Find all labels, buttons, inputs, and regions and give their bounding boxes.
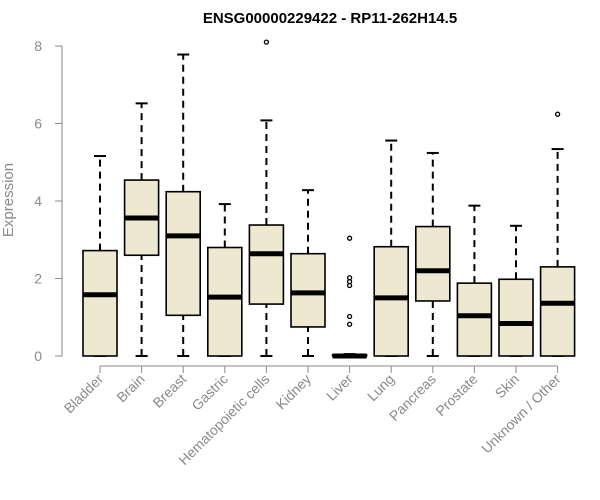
chart-title: ENSG00000229422 - RP11-262H14.5 bbox=[203, 10, 457, 27]
x-tick-label: Unknown / Other bbox=[478, 371, 564, 457]
x-tick-label: Prostate bbox=[432, 371, 480, 419]
box-bladder bbox=[82, 155, 118, 357]
x-tick-label: Bladder bbox=[61, 371, 107, 417]
y-axis-label: Expression bbox=[0, 163, 17, 237]
x-tick-label: Skin bbox=[492, 371, 523, 402]
x-tick-label: Liver bbox=[323, 371, 356, 404]
box-unknown-other bbox=[539, 111, 576, 357]
outlier-point bbox=[346, 313, 353, 320]
box-iqr bbox=[539, 266, 576, 357]
y-tick-label: 4 bbox=[34, 193, 42, 209]
box-hematopoietic-cells bbox=[248, 39, 285, 357]
box-kidney bbox=[290, 189, 326, 357]
box-iqr bbox=[82, 249, 118, 357]
box-gastric bbox=[207, 203, 243, 357]
box-liver bbox=[331, 235, 368, 359]
y-tick-label: 6 bbox=[34, 116, 42, 132]
x-tick-label: Brain bbox=[113, 371, 147, 405]
box-iqr bbox=[290, 252, 326, 328]
box-iqr bbox=[165, 190, 201, 317]
outlier-point bbox=[346, 275, 353, 281]
y-axis: 0 2 4 6 8 bbox=[34, 38, 63, 364]
y-tick-label: 2 bbox=[34, 271, 42, 287]
x-tick-label: Kidney bbox=[273, 371, 315, 413]
y-tick-label: 0 bbox=[34, 348, 42, 364]
box-iqr bbox=[207, 246, 243, 357]
box-skin bbox=[498, 224, 534, 357]
outlier-point bbox=[263, 39, 270, 45]
box-iqr bbox=[248, 224, 285, 305]
outlier-point bbox=[346, 235, 353, 241]
y-tick-label: 8 bbox=[34, 38, 42, 54]
box-iqr bbox=[498, 278, 534, 357]
box-iqr bbox=[414, 225, 451, 302]
outlier-point bbox=[554, 111, 561, 117]
x-tick-label: Lung bbox=[364, 371, 397, 404]
box-breast bbox=[165, 53, 201, 357]
box-iqr bbox=[373, 245, 410, 357]
box-brain bbox=[123, 102, 160, 357]
x-tick-label: Breast bbox=[149, 371, 189, 411]
outlier-point bbox=[346, 321, 353, 327]
box-prostate bbox=[456, 204, 493, 357]
box-pancreas bbox=[414, 151, 451, 357]
box-lung bbox=[373, 139, 410, 357]
boxes bbox=[82, 39, 576, 359]
box-iqr bbox=[456, 282, 493, 357]
